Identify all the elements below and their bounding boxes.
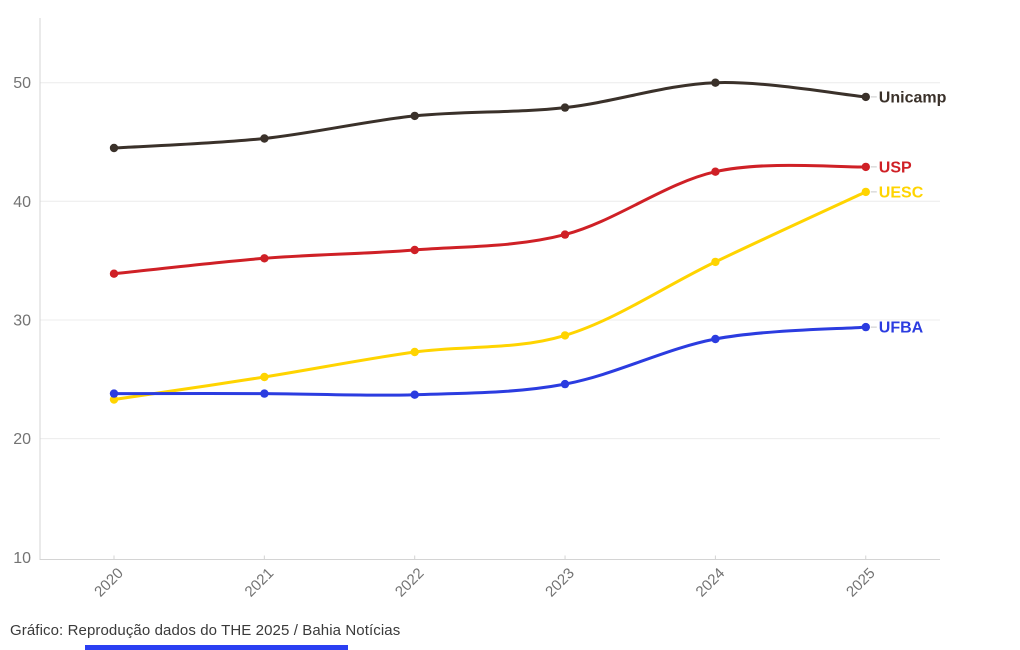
point-unicamp-2023 (560, 103, 570, 112)
point-ufba-2022 (410, 390, 419, 399)
series-label-uesc: UESC (879, 184, 924, 201)
y-tick-label-30: 30 (13, 313, 31, 330)
point-unicamp-2021 (260, 134, 269, 143)
point-usp-2022 (410, 245, 419, 255)
loading-bar (85, 645, 348, 650)
point-usp-2020 (109, 269, 119, 278)
point-ufba-2024 (711, 334, 720, 344)
point-usp-2025 (861, 162, 870, 172)
y-tick-label-50: 50 (13, 75, 31, 92)
x-tick-label-2022: 2022 (392, 565, 428, 601)
point-ufba-2023 (560, 379, 570, 389)
point-unicamp-2022 (410, 111, 419, 121)
point-uesc-2021 (260, 372, 269, 382)
point-unicamp-2024 (711, 78, 720, 87)
line-uesc (112, 190, 868, 401)
series-label-unicamp: Unicamp (879, 89, 947, 106)
line-ufba (112, 325, 868, 397)
point-uesc-2025 (861, 187, 870, 197)
x-tick-label-2025: 2025 (843, 565, 879, 601)
point-uesc-2020 (109, 395, 119, 404)
axis-lines (39, 18, 940, 560)
x-tick-label-2023: 2023 (542, 565, 578, 601)
point-ufba-2020 (109, 389, 119, 398)
point-uesc-2023 (560, 331, 570, 340)
x-tick-label-2021: 2021 (242, 565, 278, 601)
line-unicamp (112, 81, 868, 150)
point-uesc-2022 (410, 347, 419, 357)
y-tick-label-40: 40 (13, 194, 31, 211)
point-unicamp-2025 (861, 92, 870, 102)
point-usp-2021 (260, 254, 269, 263)
line-chart: 2020 2021 2022 2023 2024 2025 10 20 30 40 50 Unicam… (13, 18, 947, 601)
chart-caption: Gráfico: Reprodução dados do THE 2025 / … (10, 622, 401, 639)
y-tick-label-10: 10 (13, 550, 31, 567)
point-unicamp-2020 (109, 143, 119, 153)
line-usp (112, 163, 868, 276)
series-label-ufba: UFBA (879, 320, 924, 337)
point-uesc-2024 (711, 257, 720, 267)
x-tick-label-2020: 2020 (91, 565, 127, 601)
y-tick-label-20: 20 (13, 431, 31, 448)
x-tick-label-2024: 2024 (693, 565, 729, 601)
point-ufba-2025 (861, 322, 870, 332)
series-label-usp: USP (879, 159, 912, 176)
point-ufba-2021 (260, 389, 269, 398)
point-usp-2024 (711, 167, 720, 176)
point-usp-2023 (560, 230, 570, 239)
